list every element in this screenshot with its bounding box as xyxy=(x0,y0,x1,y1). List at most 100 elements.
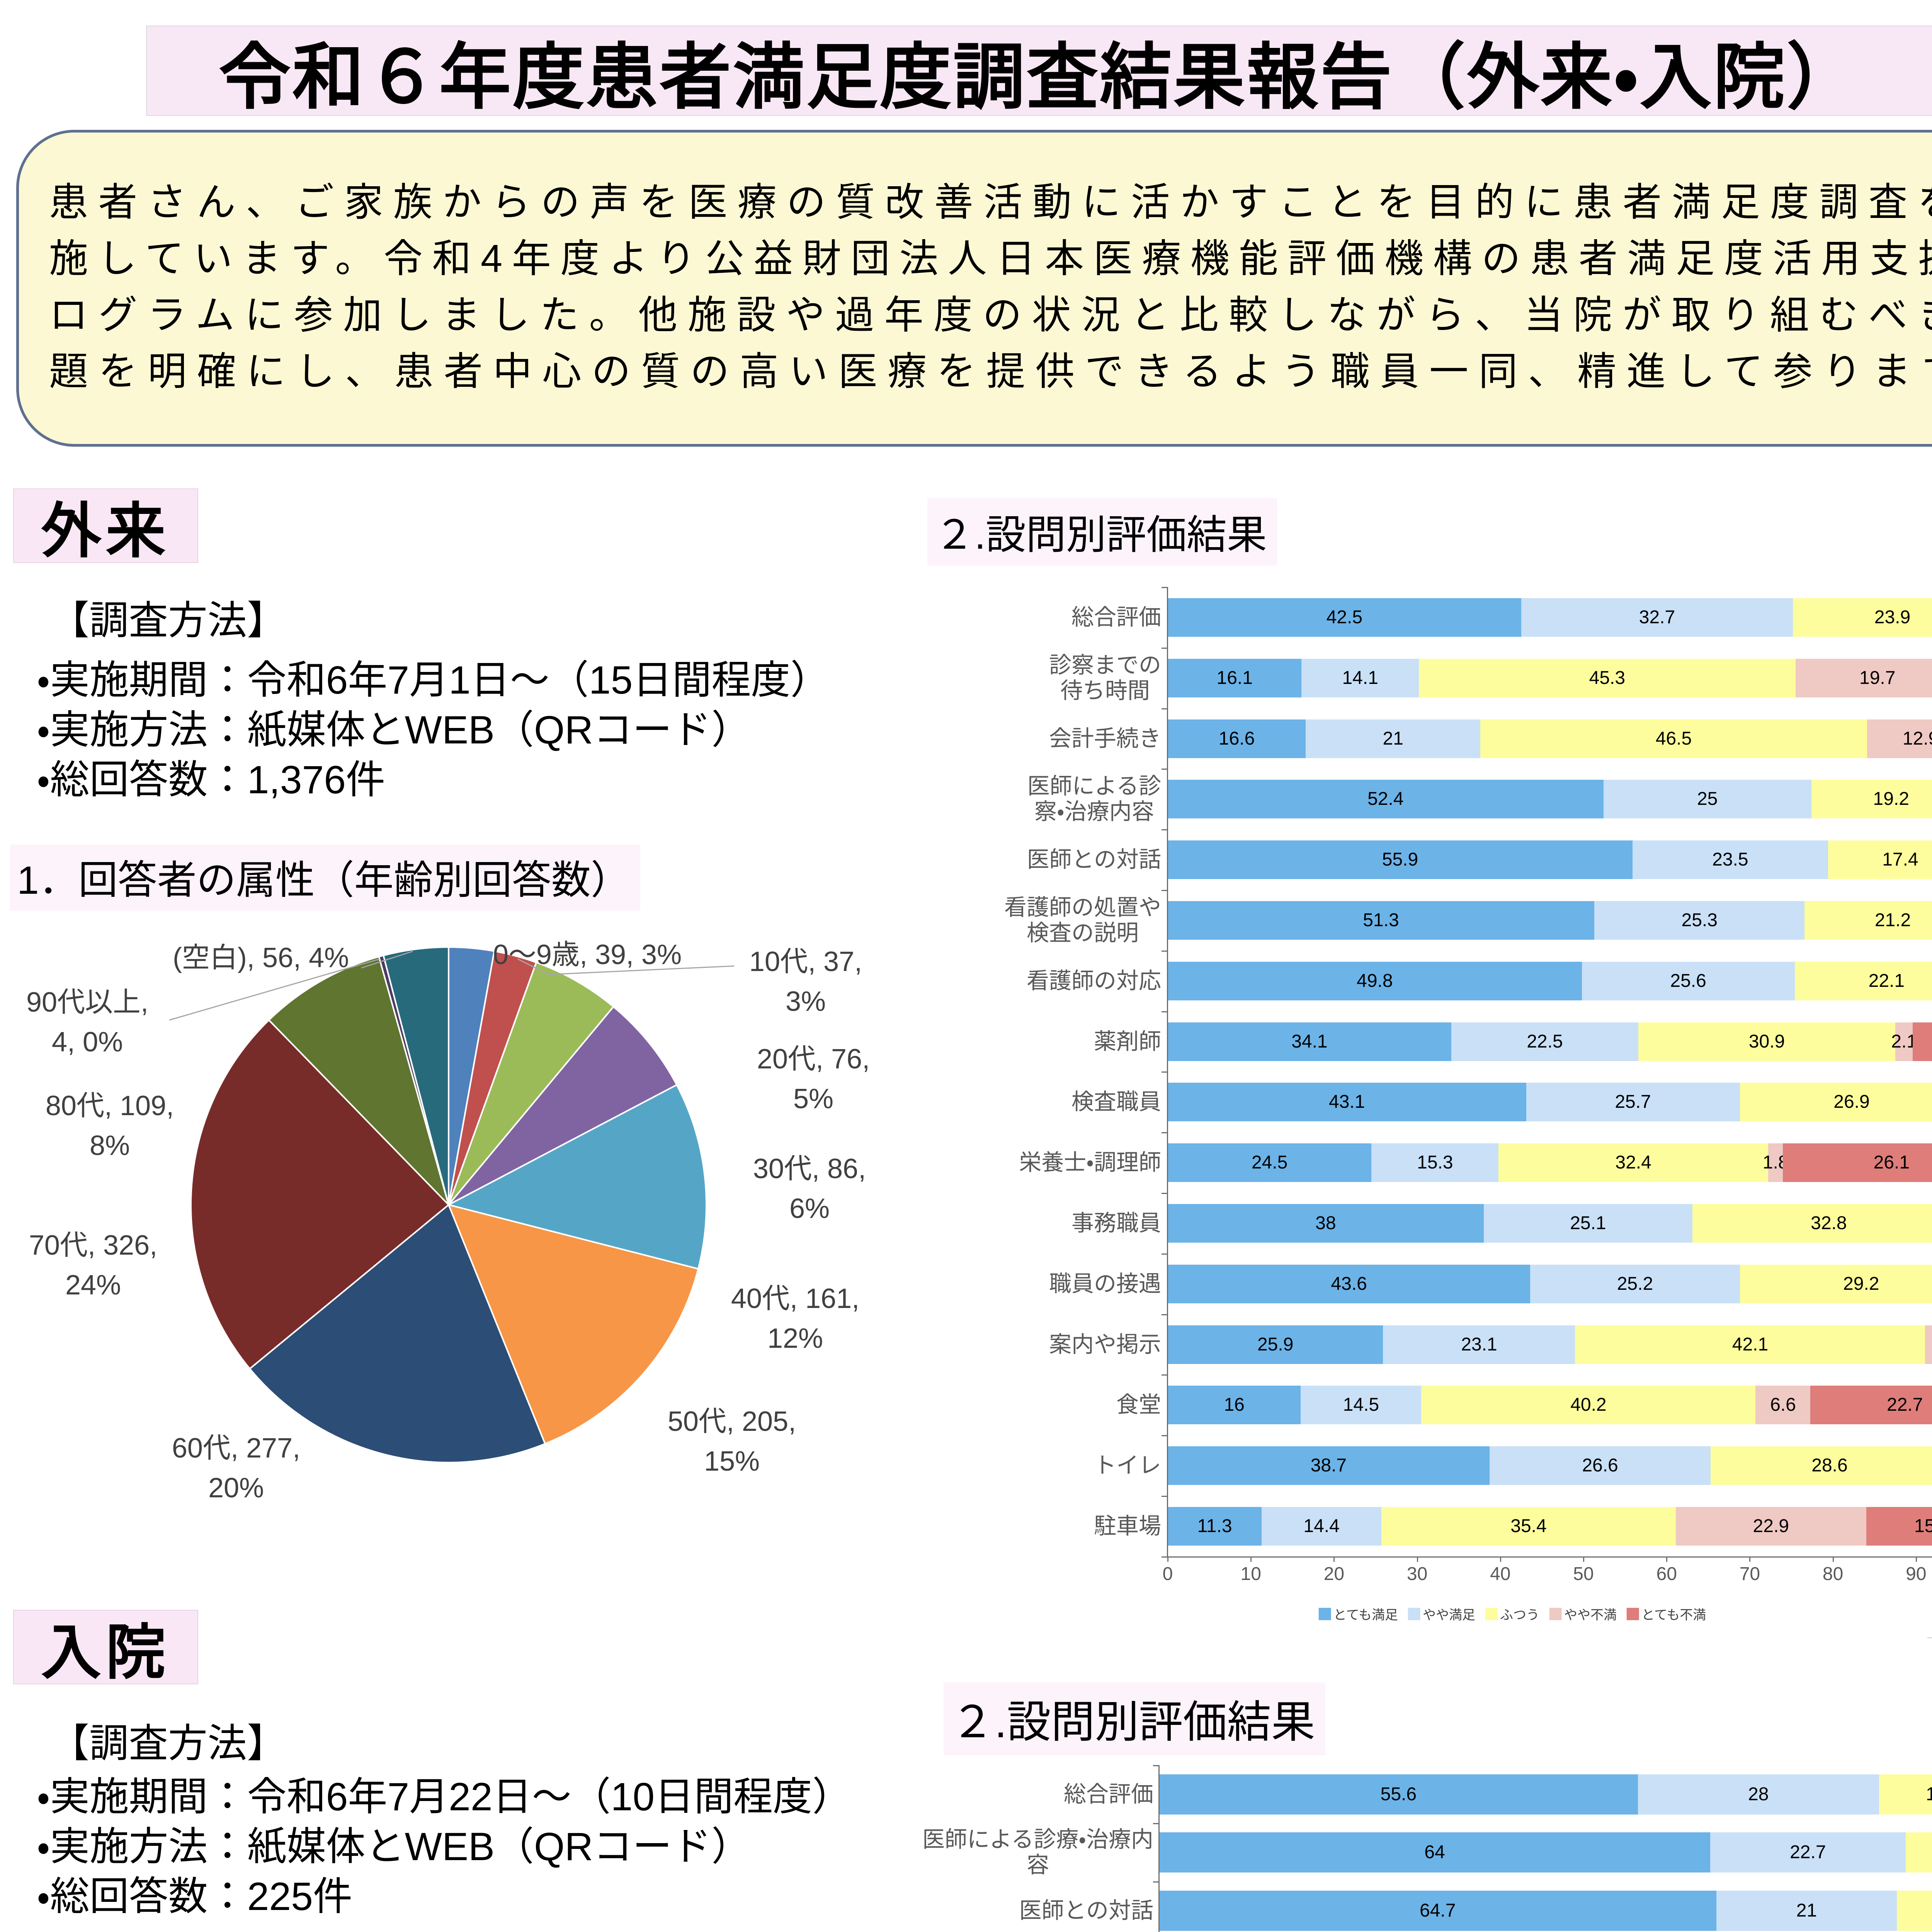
bar-segment xyxy=(1866,1507,1932,1546)
value-axis xyxy=(1167,1556,1932,1558)
bar-segment xyxy=(1498,1143,1768,1182)
legend-label: やや不満 xyxy=(1564,1608,1617,1622)
bar-segment xyxy=(1716,1890,1897,1931)
bar-segment xyxy=(1480,719,1867,758)
pie-label-30代: 30代, 86, 6% xyxy=(753,1153,866,1224)
category-axis-tick xyxy=(1162,1496,1168,1497)
category-axis-tick xyxy=(1162,1193,1168,1194)
value-axis-label: 70 xyxy=(1739,1564,1760,1584)
value-axis-tick xyxy=(1583,1556,1584,1562)
intro-line: 患者さん、ご家族からの声を医療の質改善活動に活かすことを目的に患者満足度調査を実 xyxy=(49,181,1932,224)
legend-item: ふつう xyxy=(1485,1604,1539,1623)
bar-value-label: 28.6 xyxy=(1811,1455,1848,1476)
bar-value-label: 30.9 xyxy=(1748,1031,1785,1052)
category-axis-tick xyxy=(1162,1253,1168,1255)
page-title: 令和６年度患者満足度調査結果報告（外来・入院） xyxy=(219,37,1860,117)
legend-item: とても不満 xyxy=(1627,1604,1706,1623)
outpatient-eval-heading: ２.設問別評価結果 xyxy=(927,498,1277,566)
bar-segment xyxy=(1159,1832,1710,1873)
inpatient-method-period: ・実施期間：令和6年7月22日～（10日間程度） xyxy=(37,1775,852,1819)
bar-segment xyxy=(1740,1083,1932,1122)
bar-value-label: 32.4 xyxy=(1615,1152,1651,1173)
bar-segment xyxy=(1795,658,1932,697)
legend-label: とても不満 xyxy=(1641,1608,1706,1622)
bar-value-label: 42.5 xyxy=(1326,607,1363,628)
bar-value-label: 12.1 xyxy=(1931,1900,1932,1921)
divider-line xyxy=(1927,1637,1932,1638)
value-axis-label: 50 xyxy=(1573,1564,1594,1584)
bar-segment xyxy=(1895,1022,1913,1061)
category-axis-tick xyxy=(1162,1435,1168,1436)
bar-value-label: 16 xyxy=(1224,1395,1245,1415)
bar-category-label: 医師による診療・治療内容 xyxy=(922,1827,1153,1878)
bar-value-label: 25.3 xyxy=(1681,910,1718,930)
outpatient-method-means: ・実施方法：紙媒体とWEB（QRコード） xyxy=(37,708,751,752)
bar-category-label: 案内や掲示 xyxy=(1049,1332,1161,1357)
category-axis-tick xyxy=(1153,1765,1159,1766)
bar-category-label: 薬剤師 xyxy=(1094,1029,1161,1054)
bar-value-label: 38 xyxy=(1315,1213,1336,1233)
bar-segment xyxy=(1582,961,1795,1000)
bar-value-label: 11.3 xyxy=(1197,1516,1232,1536)
bar-category-label: 栄養士・調理師 xyxy=(1019,1150,1161,1175)
bar-category-label: 検査職員 xyxy=(1071,1089,1161,1114)
bar-segment xyxy=(1168,598,1521,637)
bar-value-label: 22.7 xyxy=(1790,1842,1826,1863)
bar-value-label: 51.3 xyxy=(1363,910,1399,930)
pie-label-(空白): (空白), 56, 4% xyxy=(172,942,349,973)
value-axis-label: 0 xyxy=(1162,1564,1173,1584)
inpatient-method-means: ・実施方法：紙媒体とWEB（QRコード） xyxy=(37,1825,751,1869)
bar-value-label: 28 xyxy=(1748,1784,1769,1804)
bar-segment xyxy=(1897,1890,1932,1931)
bar-segment xyxy=(1168,1083,1526,1122)
bar-segment xyxy=(1867,719,1932,758)
value-axis-label: 40 xyxy=(1490,1564,1511,1584)
bar-value-label: 26.9 xyxy=(1833,1092,1870,1112)
legend-item: とても満足 xyxy=(1318,1604,1398,1623)
legend-swatch xyxy=(1318,1607,1331,1620)
bar-value-label: 46.5 xyxy=(1655,728,1692,749)
bar-segment xyxy=(1168,780,1604,819)
pie-slice-(空白) xyxy=(383,946,449,1206)
bar-segment xyxy=(1794,961,1932,1000)
value-axis-tick xyxy=(1417,1556,1418,1562)
bar-segment xyxy=(1371,1143,1499,1182)
category-axis-tick xyxy=(1162,1071,1168,1073)
legend-item: やや不満 xyxy=(1549,1604,1617,1623)
bar-value-label: 14.4 xyxy=(1303,1516,1340,1536)
bar-segment xyxy=(1168,1446,1490,1485)
bar-segment xyxy=(1521,598,1793,637)
bar-value-label: 22.1 xyxy=(1868,970,1905,991)
bar-value-label: 32.7 xyxy=(1639,607,1675,628)
bar-value-label: 19.2 xyxy=(1873,789,1909,810)
bar-segment xyxy=(1421,1386,1756,1425)
bar-value-label: 34.1 xyxy=(1291,1031,1328,1052)
bar-segment xyxy=(1301,658,1419,697)
bar-segment xyxy=(1381,1507,1676,1546)
bar-segment xyxy=(1168,1264,1531,1303)
bar-value-label: 26.1 xyxy=(1873,1152,1910,1173)
value-axis-tick xyxy=(1666,1556,1668,1562)
bar-segment xyxy=(1804,901,1932,940)
bar-value-label: 15.9 xyxy=(1914,1516,1932,1536)
bar-value-label: 25.9 xyxy=(1257,1334,1294,1355)
bar-value-label: 16.6 xyxy=(1218,728,1255,749)
intro-box: 患者さん、ご家族からの声を医療の質改善活動に活かすことを目的に患者満足度調査を実… xyxy=(16,130,1932,447)
bar-value-label: 15.1 xyxy=(1926,1784,1932,1804)
bar-segment xyxy=(1306,719,1481,758)
bar-value-label: 29.2 xyxy=(1843,1273,1879,1294)
bar-segment xyxy=(1905,1832,1932,1873)
bar-segment xyxy=(1168,658,1302,697)
bar-segment xyxy=(1168,961,1582,1000)
bar-category-label: 総合評価 xyxy=(1063,1782,1153,1807)
bar-category-label: 会計手続き xyxy=(1049,726,1161,751)
bar-segment xyxy=(1383,1325,1575,1364)
bar-segment xyxy=(1925,1325,1932,1364)
pie-label-20代: 20代, 76, 5% xyxy=(757,1044,870,1114)
intro-line: ログラムに参加しました。他施設や過年度の状況と比較しながら、当院が取り組むべき課 xyxy=(49,294,1932,337)
value-axis-tick xyxy=(1250,1556,1252,1562)
value-axis-tick xyxy=(1167,1556,1168,1562)
outpatient-method-period: ・実施期間：令和6年7月1日～（15日間程度） xyxy=(37,658,830,702)
